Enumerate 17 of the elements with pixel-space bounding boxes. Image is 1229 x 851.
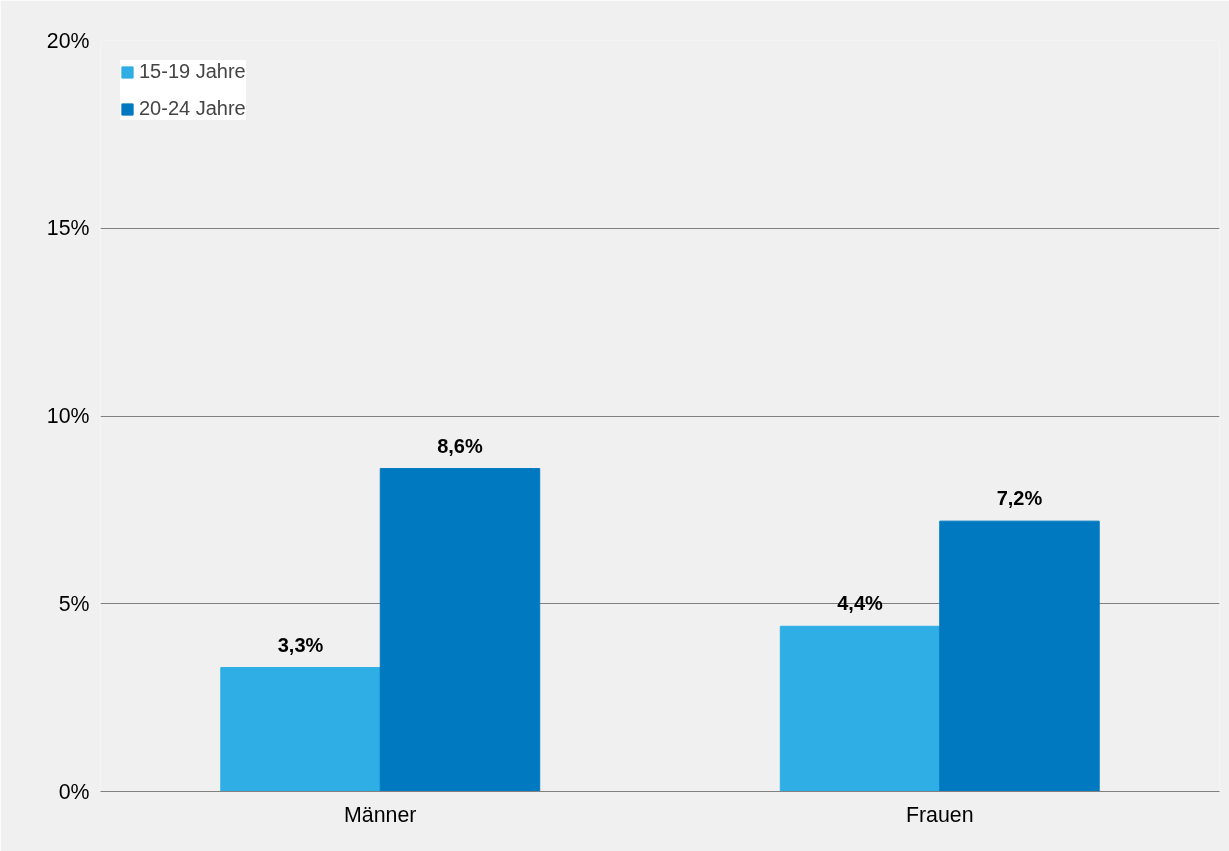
bar — [779, 625, 941, 792]
y-tick-label: 20% — [46, 28, 90, 53]
bar — [220, 667, 381, 792]
bar — [939, 520, 1100, 792]
y-tick-label: 5% — [58, 591, 90, 616]
data-label: 7,2% — [996, 487, 1043, 510]
data-label: 3,3% — [277, 633, 324, 656]
data-label: 8,6% — [437, 434, 483, 457]
y-tick-label: 10% — [46, 404, 90, 428]
legend-label: 15-19 Jahre — [139, 60, 246, 83]
data-label: 4,4% — [837, 592, 884, 615]
x-tick-label: Männer — [344, 802, 417, 827]
y-tick-label: 15% — [46, 216, 90, 241]
y-tick-label: 0% — [58, 779, 90, 804]
legend-label: 20-24 Jahre — [139, 97, 246, 120]
x-tick-label: Frauen — [905, 802, 974, 827]
bar — [379, 468, 541, 792]
